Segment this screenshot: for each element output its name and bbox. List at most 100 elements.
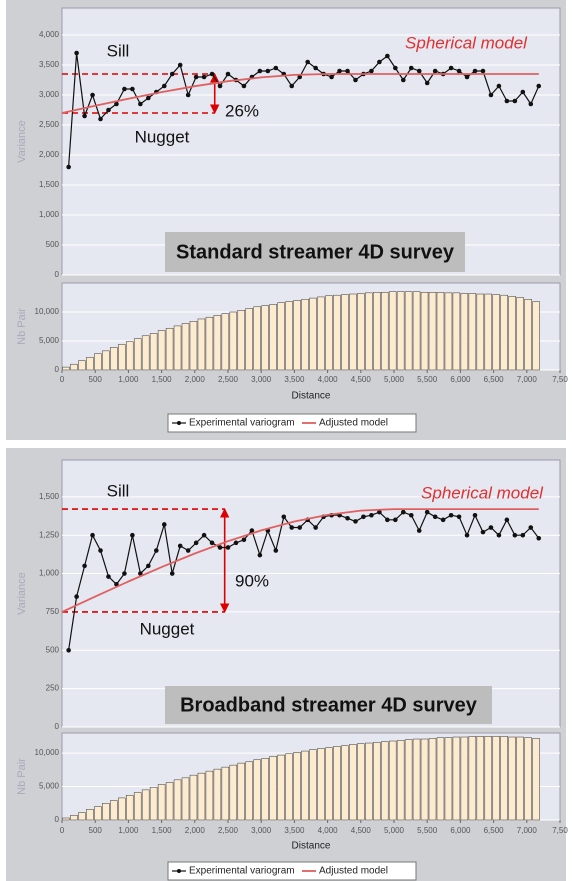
y-tick-label: 1,000 — [39, 210, 60, 219]
x-axis-label: Distance — [292, 841, 331, 852]
data-point — [520, 532, 526, 538]
data-point — [416, 68, 422, 74]
bar — [62, 366, 70, 371]
bar — [253, 306, 261, 371]
data-point — [138, 101, 143, 107]
data-point — [114, 101, 119, 107]
data-point — [297, 525, 303, 530]
bar — [301, 298, 309, 371]
data-point — [66, 647, 71, 653]
data-point — [456, 68, 462, 74]
bar — [492, 294, 500, 371]
y-tick-label: 10,000 — [35, 748, 60, 757]
bar — [277, 754, 285, 821]
y-tick-label: 0 — [55, 365, 60, 374]
bar — [70, 815, 78, 821]
data-point — [82, 113, 87, 119]
data-point — [193, 74, 199, 80]
data-point — [106, 574, 111, 579]
x-tick-label: 1,500 — [152, 826, 173, 835]
bar — [173, 779, 182, 821]
bar — [181, 777, 190, 821]
y-tick-label: 0 — [55, 270, 60, 279]
bar — [325, 295, 333, 371]
y-axis-label: Nb Pair — [16, 758, 28, 795]
bar — [532, 738, 540, 821]
bar — [476, 736, 485, 821]
data-point — [138, 571, 143, 576]
bar — [365, 742, 373, 821]
bar — [492, 736, 500, 821]
legend-box — [167, 861, 417, 881]
data-point — [408, 65, 414, 71]
nugget-label: Nugget — [135, 127, 190, 146]
data-point — [432, 68, 438, 74]
plot-area — [61, 459, 561, 728]
data-point — [169, 571, 175, 576]
bar — [157, 784, 166, 821]
nugget-label: Nugget — [140, 619, 195, 638]
bar — [357, 743, 365, 821]
bar — [404, 291, 413, 371]
x-tick-label: 0 — [60, 375, 65, 384]
y-tick-label: 500 — [46, 240, 60, 249]
bar — [110, 347, 118, 371]
bar — [213, 768, 222, 821]
y-tick-label: 3,000 — [39, 90, 60, 99]
bar — [428, 738, 437, 821]
bar — [277, 302, 285, 371]
data-point — [400, 509, 406, 515]
x-tick-label: 500 — [89, 826, 103, 835]
bar — [373, 742, 381, 821]
data-point — [74, 50, 79, 56]
bar — [78, 360, 86, 371]
bar — [189, 774, 198, 821]
data-point — [225, 545, 231, 550]
data-point — [353, 77, 358, 83]
x-axis-label: Distance — [292, 391, 331, 402]
data-point — [122, 571, 127, 576]
x-tick-label: 500 — [89, 375, 103, 384]
bar — [412, 291, 421, 371]
data-point — [536, 535, 542, 541]
data-point — [385, 517, 390, 523]
x-tick-label: 6,000 — [450, 826, 471, 835]
data-point — [432, 514, 438, 520]
difference-label: 90% — [235, 571, 269, 590]
x-tick-label: 3,500 — [284, 375, 305, 384]
bar — [460, 736, 469, 821]
bar — [221, 766, 230, 821]
data-point — [82, 563, 87, 569]
model-label: Spherical model — [421, 483, 544, 502]
y-tick-label: 2,500 — [39, 120, 60, 129]
data-point — [369, 68, 374, 74]
data-point — [74, 594, 79, 599]
data-point — [496, 532, 502, 538]
series-line — [61, 508, 539, 613]
bar — [349, 744, 357, 821]
bar — [86, 809, 94, 821]
data-point — [448, 512, 454, 518]
data-point — [329, 74, 334, 80]
x-tick-label: 2,000 — [185, 826, 206, 835]
bar — [508, 296, 516, 371]
bar — [532, 301, 540, 371]
bar — [269, 756, 277, 821]
bar — [205, 316, 214, 371]
bar — [309, 297, 317, 371]
data-point — [377, 59, 382, 65]
bar — [524, 737, 532, 821]
bar — [102, 350, 110, 371]
y-tick-label: 1,000 — [39, 569, 60, 578]
bar — [436, 737, 445, 821]
x-tick-label: 4,000 — [318, 375, 339, 384]
y-tick-label: 5,000 — [39, 336, 60, 345]
bar — [452, 292, 461, 371]
data-point — [313, 65, 318, 71]
series-line — [61, 73, 539, 114]
data-point — [480, 68, 486, 74]
bar — [484, 293, 493, 371]
data-point — [217, 545, 223, 550]
data-point — [90, 92, 95, 98]
bar — [253, 759, 261, 821]
